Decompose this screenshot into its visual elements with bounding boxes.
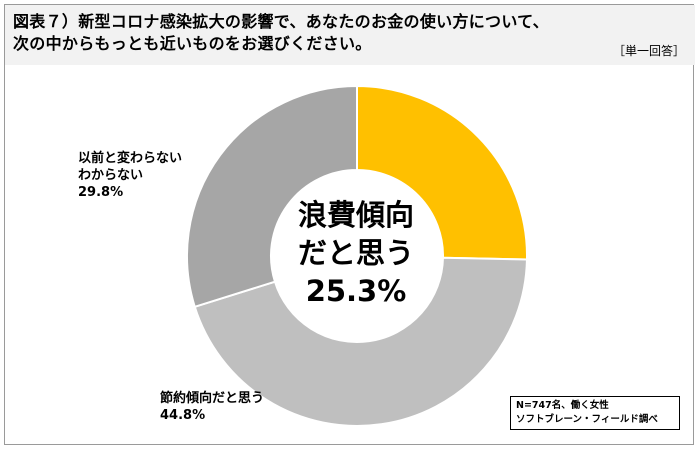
source-note-sample: N=747名、働く女性 bbox=[516, 400, 609, 411]
center-label-value: 25.3% bbox=[305, 274, 407, 308]
chart-title-line-2: 次の中からもっとも近いものをお選びください。 bbox=[13, 34, 372, 53]
slice-label-saving-line-1: 節約傾向だと思う bbox=[160, 391, 265, 406]
slice-label-saving: 節約傾向だと思う 44.8% bbox=[160, 390, 264, 424]
slice-label-unchanged: 以前と変わらない わからない 29.8% bbox=[78, 150, 182, 201]
answer-type-label: ［単一回答］ bbox=[612, 44, 685, 58]
center-label-line-2: だと思う bbox=[297, 236, 414, 270]
slice-label-unchanged-value: 29.8% bbox=[78, 185, 124, 200]
chart-header: 図表７）新型コロナ感染拡大の影響で、あなたのお金の使い方について、 次の中からも… bbox=[5, 5, 695, 65]
slice-unchanged bbox=[186, 84, 358, 309]
slice-label-unchanged-line-1: 以前と変わらない bbox=[78, 151, 183, 166]
chart-title: 図表７）新型コロナ感染拡大の影響で、あなたのお金の使い方について、 次の中からも… bbox=[13, 11, 549, 55]
source-note-source: ソフトブレーン・フィールド調べ bbox=[516, 414, 658, 425]
slice-label-unchanged-line-2: わからない bbox=[78, 168, 144, 183]
center-label-line-1: 浪費傾向 bbox=[297, 198, 414, 232]
slice-saving bbox=[193, 256, 528, 427]
center-label: 浪費傾向 だと思う 25.3% bbox=[274, 196, 438, 310]
chart-title-line-1: 図表７）新型コロナ感染拡大の影響で、あなたのお金の使い方について、 bbox=[13, 12, 549, 31]
source-note: N=747名、働く女性 ソフトブレーン・フィールド調べ bbox=[510, 396, 680, 430]
slice-wasteful bbox=[356, 84, 528, 261]
slice-label-saving-value: 44.8% bbox=[160, 408, 206, 423]
